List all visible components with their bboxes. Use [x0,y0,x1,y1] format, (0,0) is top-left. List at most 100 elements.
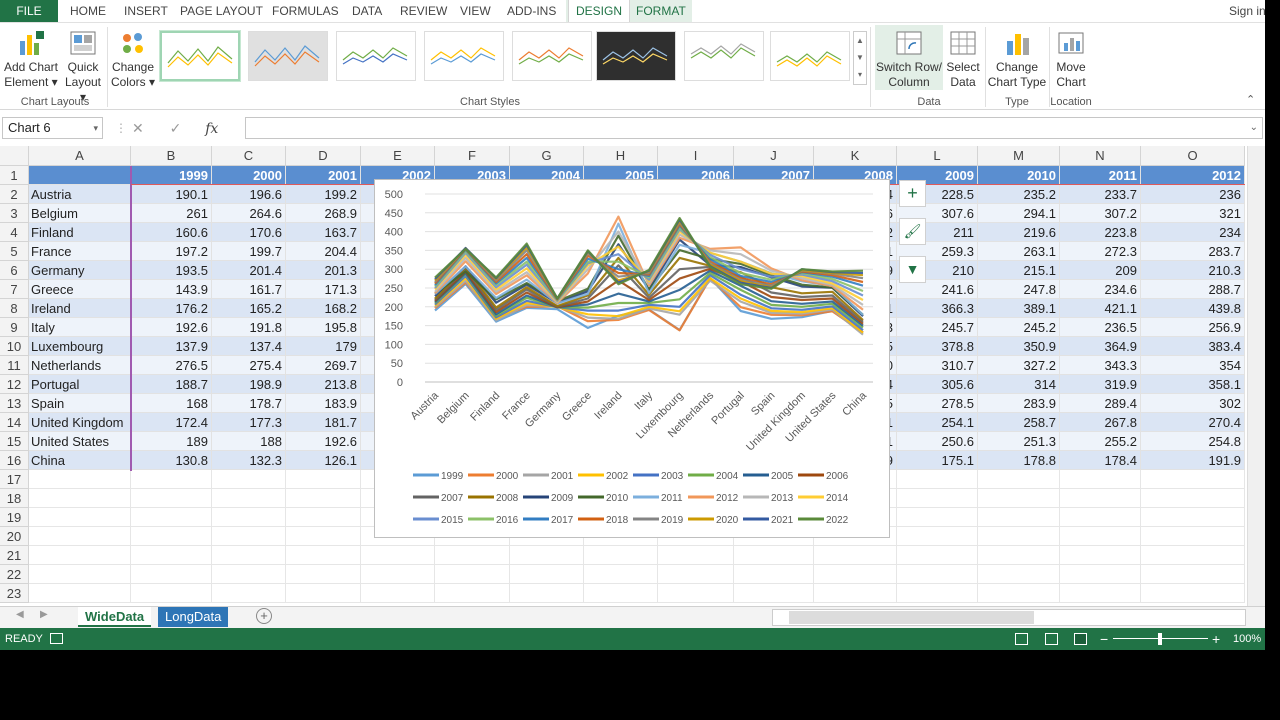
cell[interactable] [978,527,1060,546]
row-header[interactable]: 20 [0,527,29,546]
data-cell[interactable]: 192.6 [131,318,212,337]
column-header-m[interactable]: M [978,146,1060,166]
cell[interactable] [212,565,286,584]
data-cell[interactable]: 181.7 [286,413,361,432]
cell[interactable] [286,470,361,489]
cell[interactable] [897,470,978,489]
column-header-a[interactable]: A [29,146,131,166]
normal-view-icon[interactable] [1015,633,1028,645]
cell[interactable] [1141,527,1245,546]
chart-style-thumb-8[interactable] [770,31,850,81]
year-header-cell[interactable]: 2010 [978,166,1060,185]
data-cell[interactable]: 235.2 [978,185,1060,204]
collapse-ribbon-icon[interactable]: ⌃ [1246,94,1256,106]
select-all-corner[interactable] [0,146,29,166]
data-cell[interactable]: 267.8 [1060,413,1141,432]
chart-style-thumb-2[interactable] [248,31,328,81]
zoom-out-icon[interactable]: − [1100,631,1109,647]
data-cell[interactable]: 160.6 [131,223,212,242]
data-cell[interactable]: 421.1 [1060,299,1141,318]
column-header-d[interactable]: D [286,146,361,166]
data-cell[interactable]: 269.7 [286,356,361,375]
page-break-view-icon[interactable] [1074,633,1087,645]
page-layout-view-icon[interactable] [1045,633,1058,645]
chart-style-thumb-4[interactable] [424,31,504,81]
year-header-cell[interactable]: 2000 [212,166,286,185]
tab-add-ins[interactable]: ADD-INS [507,4,557,18]
year-header-cell[interactable]: 1999 [131,166,212,185]
cell[interactable] [1141,584,1245,603]
row-header[interactable]: 18 [0,489,29,508]
data-cell[interactable]: 176.2 [131,299,212,318]
cell[interactable] [131,508,212,527]
cell[interactable] [978,546,1060,565]
cell[interactable] [286,565,361,584]
data-cell[interactable]: 364.9 [1060,337,1141,356]
data-cell[interactable]: 251.3 [978,432,1060,451]
cell[interactable] [29,166,131,185]
expand-formula-icon[interactable]: ⌄ [1249,122,1258,133]
column-header-o[interactable]: O [1141,146,1245,166]
country-cell[interactable]: Spain [29,394,131,413]
cancel-icon[interactable]: ✕ [132,120,144,136]
data-cell[interactable]: 234 [1141,223,1245,242]
data-cell[interactable]: 241.6 [897,280,978,299]
select-data-button[interactable]: Select Data [944,25,982,90]
data-cell[interactable]: 283.9 [978,394,1060,413]
vertical-scrollbar[interactable] [1247,146,1265,606]
data-cell[interactable]: 245.2 [978,318,1060,337]
row-header[interactable]: 16 [0,451,29,470]
chart-style-thumb-3[interactable] [336,31,416,81]
data-cell[interactable]: 234.6 [1060,280,1141,299]
column-header-e[interactable]: E [361,146,435,166]
cell[interactable] [131,565,212,584]
country-cell[interactable]: Greece [29,280,131,299]
data-cell[interactable]: 264.6 [212,204,286,223]
column-header-n[interactable]: N [1060,146,1141,166]
column-header-l[interactable]: L [897,146,978,166]
cell[interactable] [29,489,131,508]
cell[interactable] [1060,527,1141,546]
data-cell[interactable]: 192.6 [286,432,361,451]
tab-formulas[interactable]: FORMULAS [272,4,339,18]
row-header[interactable]: 1 [0,166,29,185]
data-cell[interactable]: 191.8 [212,318,286,337]
name-box[interactable]: Chart 6 ▾ [2,117,103,139]
row-header[interactable]: 7 [0,280,29,299]
cell[interactable] [29,508,131,527]
row-header[interactable]: 13 [0,394,29,413]
cell[interactable] [897,489,978,508]
data-cell[interactable]: 383.4 [1141,337,1245,356]
country-cell[interactable]: China [29,451,131,470]
data-cell[interactable]: 137.4 [212,337,286,356]
cell[interactable] [1060,470,1141,489]
data-cell[interactable]: 263.1 [978,242,1060,261]
sheet-tab-widedata[interactable]: WideData [78,607,152,627]
data-cell[interactable]: 196.6 [212,185,286,204]
data-cell[interactable]: 223.8 [1060,223,1141,242]
line-chart[interactable]: 0 50 100 150 200 250 300 350 400 450 500 Austria Bel… [374,179,890,538]
cell[interactable] [734,565,814,584]
data-cell[interactable]: 188.7 [131,375,212,394]
cell[interactable] [212,527,286,546]
data-cell[interactable]: 199.7 [212,242,286,261]
cell[interactable] [131,546,212,565]
cell[interactable] [212,584,286,603]
cell[interactable] [131,527,212,546]
row-header[interactable]: 2 [0,185,29,204]
tab-review[interactable]: REVIEW [400,4,448,18]
row-header[interactable]: 6 [0,261,29,280]
row-header[interactable]: 3 [0,204,29,223]
data-cell[interactable]: 168.2 [286,299,361,318]
data-cell[interactable]: 254.8 [1141,432,1245,451]
cell[interactable] [1060,565,1141,584]
cell[interactable] [286,489,361,508]
cell[interactable] [510,584,584,603]
cell[interactable] [814,584,897,603]
row-header[interactable]: 5 [0,242,29,261]
cell[interactable] [131,489,212,508]
cell[interactable] [814,565,897,584]
cell[interactable] [897,565,978,584]
cell[interactable] [361,584,435,603]
data-cell[interactable]: 191.9 [1141,451,1245,470]
